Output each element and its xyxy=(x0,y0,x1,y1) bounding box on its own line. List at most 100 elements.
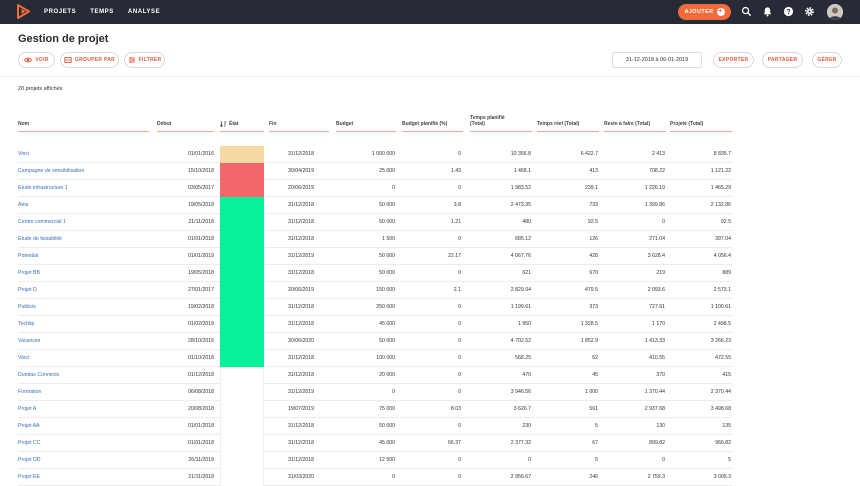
status-cell xyxy=(220,299,264,316)
project-name-link[interactable]: Projet EE xyxy=(18,474,40,480)
end-date: 31/12/2018 xyxy=(288,151,314,157)
planned-value: 470 xyxy=(522,372,531,378)
header-planned-label: Temps planifié (Total) xyxy=(470,115,505,127)
actual-value: 246 xyxy=(589,474,598,480)
header-status[interactable]: État xyxy=(220,112,264,132)
table-row[interactable]: Centre commercial 1 21/11/2018 31/12/2018 5… xyxy=(18,214,732,231)
header-end[interactable]: Fin xyxy=(269,112,329,132)
nav-temps[interactable]: TEMPS xyxy=(90,9,114,15)
header-actual-label: Temps réel (Total) xyxy=(537,121,580,127)
budget-value: 1 000 000 xyxy=(371,151,395,157)
app-logo-icon[interactable] xyxy=(16,4,31,19)
header-divider xyxy=(0,76,860,77)
project-name-link[interactable]: Projet AA xyxy=(18,423,40,429)
gear-icon[interactable] xyxy=(804,6,815,17)
add-button-label: AJOUTER xyxy=(684,9,714,15)
budget-value: 20 000 xyxy=(379,372,395,378)
budget-value: 75 000 xyxy=(379,406,395,412)
project-name-link[interactable]: Publicis xyxy=(18,304,36,310)
projected-value: 966.82 xyxy=(715,440,731,446)
table-row[interactable]: Formation 06/08/2018 31/12/2019 0 0 3 946.56 1… xyxy=(18,384,732,401)
end-date: 31/12/2018 xyxy=(288,372,314,378)
project-name-link[interactable]: Dundas Connects xyxy=(18,372,60,378)
project-name-link[interactable]: Atos xyxy=(18,202,29,208)
table-row[interactable]: Dundas Connects 01/12/2018 31/12/2018 20 00… xyxy=(18,367,732,384)
project-name-link[interactable]: Potential xyxy=(18,253,39,259)
table-row[interactable]: Projet AA 01/01/2018 31/12/2018 50 000 0 230 5… xyxy=(18,418,732,435)
share-button[interactable]: PARTAGER xyxy=(762,52,803,68)
header-actual[interactable]: Temps réel (Total) xyxy=(537,112,599,132)
planned-value: 480 xyxy=(522,219,531,225)
table-row[interactable]: Etude infrastructure 1 03/05/2017 20/06/20… xyxy=(18,180,732,197)
manage-button[interactable]: GÉRER xyxy=(812,52,842,68)
table-row[interactable]: Projet BB 19/05/2018 31/12/2018 50 000 0 621 6… xyxy=(18,265,732,282)
table-row[interactable]: Potential 01/01/2019 31/12/2019 50 000 22.17… xyxy=(18,248,732,265)
nav-projets[interactable]: PROJETS xyxy=(44,9,77,15)
nav-analyse[interactable]: ANALYSE xyxy=(127,9,161,15)
project-name-link[interactable]: Etude de faisabilité xyxy=(18,236,62,242)
projected-value: 3 005.3 xyxy=(713,474,731,480)
project-name-link[interactable]: Campagne de sensibilisation xyxy=(18,168,85,174)
table-row[interactable]: Techtip 01/02/2018 31/12/2018 45 000 0 1 950 1… xyxy=(18,316,732,333)
filter-button[interactable]: FILTRER xyxy=(124,52,165,68)
budget-value: 50 000 xyxy=(379,202,395,208)
project-name-link[interactable]: Projet D xyxy=(18,287,37,293)
remaining-value: 899.82 xyxy=(649,440,665,446)
status-cell xyxy=(220,401,264,418)
add-button[interactable]: AJOUTER + xyxy=(678,4,731,20)
budget-value: 250 000 xyxy=(376,304,395,310)
project-name-link[interactable]: Vinci xyxy=(18,355,30,361)
remaining-value: 1 399.86 xyxy=(644,202,665,208)
header-planned[interactable]: Temps planifié (Total) xyxy=(470,112,532,132)
project-name-link[interactable]: Vacances xyxy=(18,338,41,344)
actual-value: 413 xyxy=(589,168,598,174)
group-by-button[interactable]: GROUPER PAR xyxy=(60,52,119,68)
bell-icon[interactable] xyxy=(762,6,773,17)
table-row[interactable]: Etude de faisabilité 01/01/2018 31/12/2018… xyxy=(18,231,732,248)
manage-button-label: GÉRER xyxy=(817,57,837,63)
projected-value: 8 835.7 xyxy=(713,151,731,157)
date-range-picker[interactable]: 31-12-2018 à 06-01-2019 xyxy=(612,52,702,68)
table-row[interactable]: Campagne de sensibilisation 15/10/2018 30/… xyxy=(18,163,732,180)
header-projected[interactable]: Projeté (Total) xyxy=(670,112,732,132)
table-row[interactable]: Projet CC 01/01/2018 31/12/2018 45 000 66.37… xyxy=(18,435,732,452)
table-row[interactable]: Vinci 01/01/2016 31/12/2018 1 000 000 0 10 35… xyxy=(18,146,732,163)
help-icon[interactable]: ? xyxy=(783,6,794,17)
remaining-value: 271.04 xyxy=(649,236,665,242)
table-row[interactable]: Atos 19/05/2018 31/12/2018 50 000 3.8 2 473.3… xyxy=(18,197,732,214)
status-cell xyxy=(220,316,264,333)
page-title: Gestion de projet xyxy=(18,33,109,45)
header-start[interactable]: Début xyxy=(157,112,214,132)
start-date: 01/01/2018 xyxy=(188,440,214,446)
project-name-link[interactable]: Vinci xyxy=(18,151,30,157)
project-name-link[interactable]: Formation xyxy=(18,389,42,395)
project-name-link[interactable]: Etude infrastructure 1 xyxy=(18,185,68,191)
project-name-link[interactable]: Techtip xyxy=(18,321,35,327)
project-name-link[interactable]: Projet CC xyxy=(18,440,41,446)
remaining-value: 2 759.3 xyxy=(647,474,665,480)
table-row[interactable]: Vinci 01/10/2018 31/12/2018 100 000 0 568.25 6… xyxy=(18,350,732,367)
header-budget-pct[interactable]: Budget planifié (%) xyxy=(402,112,463,132)
table-row[interactable]: Projet EE 21/11/2018 31/03/2020 0 0 2 956.67 2… xyxy=(18,469,732,486)
project-name-link[interactable]: Projet BB xyxy=(18,270,40,276)
actual-value: 5 xyxy=(595,423,598,429)
export-button-label: EXPORTER xyxy=(718,57,749,63)
table-row[interactable]: Vacances 28/10/2016 30/06/2020 50 000 0 4 702… xyxy=(18,333,732,350)
table-row[interactable]: Publicis 19/02/2018 31/12/2018 250 000 0 1 19… xyxy=(18,299,732,316)
header-budget[interactable]: Budget xyxy=(336,112,396,132)
table-row[interactable]: Projet A 20/08/2018 19/07/2019 75 000 8.03 3 … xyxy=(18,401,732,418)
search-icon[interactable] xyxy=(741,6,752,17)
projected-value: 415 xyxy=(722,372,731,378)
project-name-link[interactable]: Centre commercial 1 xyxy=(18,219,66,225)
table-row[interactable]: Projet DD 26/11/2018 31/12/2018 12 500 0 0 5 0 5 xyxy=(18,452,732,469)
main-nav: PROJETS TEMPS ANALYSE xyxy=(44,0,160,24)
table-header: Nom Début État Fin Budget Budget planifi… xyxy=(18,112,732,132)
project-name-link[interactable]: Projet A xyxy=(18,406,37,412)
project-name-link[interactable]: Projet DD xyxy=(18,457,41,463)
user-avatar[interactable] xyxy=(827,4,843,20)
table-row[interactable]: Projet D 27/01/2017 20/06/2019 150 000 2.1 2 … xyxy=(18,282,732,299)
view-button[interactable]: VOIR xyxy=(18,52,55,68)
export-button[interactable]: EXPORTER xyxy=(713,52,754,68)
header-name[interactable]: Nom xyxy=(18,112,149,132)
header-remaining[interactable]: Reste à faire (Total) xyxy=(604,112,666,132)
